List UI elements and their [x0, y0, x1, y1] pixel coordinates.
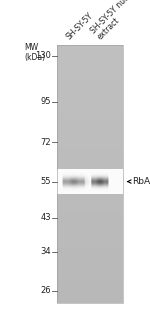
Text: SH-SY-5Y: SH-SY-5Y: [64, 12, 94, 42]
Text: 43: 43: [40, 213, 51, 222]
Text: SH-SY-5Y nuclear
extract: SH-SY-5Y nuclear extract: [89, 0, 148, 42]
Text: 130: 130: [35, 52, 51, 61]
Text: 55: 55: [40, 177, 51, 186]
Text: RbAp48: RbAp48: [132, 177, 150, 186]
Text: 72: 72: [40, 138, 51, 147]
Text: 26: 26: [40, 287, 51, 296]
Bar: [57, 45, 123, 303]
Text: MW
(kDa): MW (kDa): [24, 43, 45, 62]
Text: 95: 95: [40, 97, 51, 106]
Text: 34: 34: [40, 247, 51, 256]
